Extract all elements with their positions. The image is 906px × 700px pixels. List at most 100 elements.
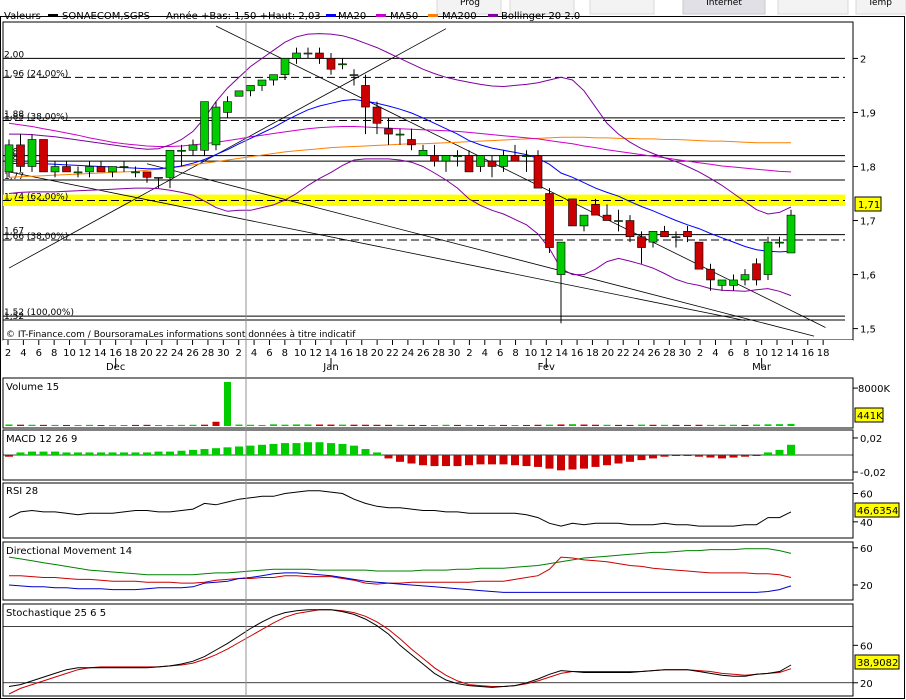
macd-bar-9	[108, 452, 117, 455]
dm-y-axis: 60 20	[853, 544, 873, 592]
date-tick-label-48: 8	[743, 348, 749, 359]
date-tick-label-2: 6	[36, 348, 42, 359]
date-tick-label-51: 14	[786, 348, 799, 359]
candle-body-3	[39, 139, 48, 173]
price-y-tick-label-1: 1,9	[860, 108, 876, 119]
macd-bar-13	[154, 451, 163, 455]
date-tick-label-21: 14	[325, 348, 338, 359]
volume-bar-42	[488, 425, 496, 427]
volume-bar-61	[707, 424, 714, 426]
volume-bar-39	[454, 424, 461, 426]
macd-bar-16	[189, 449, 197, 455]
candle-body-56	[648, 231, 658, 243]
date-tick-label-39: 20	[601, 348, 614, 359]
macd-bar-65	[752, 455, 761, 456]
trendline-falling-long	[8, 171, 746, 321]
date-axis: 2 4 6 8 10 12 14 16 18 20 22 24 26 28 30 2 4 6 8 10 12 14 16 18…	[3, 340, 853, 375]
price-y-tick-label-2: 1,8	[860, 162, 876, 173]
macd-bar-47	[545, 455, 554, 469]
macd-bar-5	[62, 452, 71, 455]
stochastic-panel-frame	[2, 603, 854, 697]
date-tick-label-24: 20	[371, 348, 384, 359]
candle-body-0	[4, 144, 14, 173]
volume-bar-65	[753, 424, 760, 426]
price-y-axis: 2 1,9 1,8 1,7 1,6 1,5	[853, 54, 876, 336]
macd-bar-10	[120, 452, 128, 455]
dm-y-tick-label-0: 60	[860, 544, 873, 555]
date-tick-label-52: 16	[801, 348, 814, 359]
macd-bar-20	[235, 446, 243, 455]
volume-bar-5	[63, 424, 70, 426]
candle-body-47	[545, 193, 554, 248]
macd-bar-30	[350, 445, 358, 455]
date-tick-label-19: 10	[294, 348, 307, 359]
date-tick-label-36: 14	[555, 348, 568, 359]
dm-panel-frame	[2, 541, 854, 601]
macd-bar-55	[637, 455, 646, 461]
date-tick-label-30: 2	[466, 348, 472, 359]
dm-y-tick-label-1: 20	[860, 581, 873, 592]
candle-body-62	[717, 279, 727, 286]
date-tick-label-15: 2	[236, 348, 242, 359]
rsi-last-box	[854, 502, 900, 518]
date-tick-label-13: 28	[202, 348, 215, 359]
volume-panel-frame	[2, 377, 854, 429]
date-tick-label-8: 18	[125, 348, 138, 359]
volume-bar-67	[776, 424, 783, 426]
macd-bar-34	[396, 455, 404, 462]
tab-prog[interactable]: Prog	[460, 0, 480, 8]
date-tick-label-18: 8	[282, 348, 288, 359]
macd-bar-25	[292, 443, 301, 455]
macd-bar-18	[212, 448, 220, 455]
current-price-box	[854, 196, 882, 212]
stochastic-lines	[3, 609, 853, 695]
current-price-tag: 1,71	[854, 196, 882, 212]
candle-body-44	[510, 155, 520, 162]
volume-bar-66	[764, 424, 772, 426]
volume-bar-1	[17, 424, 24, 426]
macd-bar-66	[764, 452, 772, 455]
date-tick-label-7: 16	[109, 348, 122, 359]
top-tab-strip[interactable]: Prog Internet Temp	[0, 0, 906, 16]
macd-bar-59	[683, 455, 692, 456]
candle-body-55	[637, 236, 646, 248]
date-tick-label-6: 14	[94, 348, 107, 359]
candle-body-5	[62, 166, 71, 173]
dm-series-line-1	[9, 556, 792, 585]
candle-body-36	[418, 149, 428, 156]
macd-bar-8	[97, 452, 105, 455]
volume-bar-6	[74, 425, 82, 427]
macd-bar-19	[223, 447, 232, 455]
candle-body-33	[384, 128, 393, 135]
stochastic-y-tick-label-0: 60	[860, 641, 873, 652]
date-tick-label-0: 2	[5, 348, 11, 359]
candle-body-13	[154, 176, 163, 179]
volume-bar-35	[408, 424, 415, 426]
candle-body-61	[706, 268, 715, 281]
volume-bar-13	[155, 425, 162, 427]
macd-bar-33	[384, 455, 393, 459]
price-y-tick-label-0: 2	[860, 54, 866, 65]
volume-bar-54	[626, 424, 634, 426]
date-tick-label-22: 16	[340, 348, 353, 359]
date-tick-label-20: 12	[309, 348, 322, 359]
volume-bar-45	[523, 424, 530, 426]
candle-body-39	[453, 155, 462, 157]
macd-bar-61	[706, 455, 715, 458]
tab-temp[interactable]: Temp	[867, 0, 892, 8]
candle-body-23	[269, 74, 278, 81]
candle-body-52	[602, 214, 612, 221]
candle-body-14	[165, 149, 175, 178]
price-content	[4, 33, 796, 324]
volume-bar-55	[638, 424, 645, 426]
tab-internet[interactable]: Internet	[706, 0, 742, 8]
candle-body-27	[315, 52, 324, 59]
date-tick-label-34: 10	[525, 348, 538, 359]
volume-bar-26	[304, 424, 312, 426]
candle-body-26	[303, 52, 313, 55]
date-tick-label-32: 6	[497, 348, 503, 359]
volume-bar-46	[534, 424, 542, 426]
candle-body-66	[763, 241, 773, 275]
date-tick-label-45: 2	[697, 348, 703, 359]
date-tick-label-26: 24	[402, 348, 415, 359]
